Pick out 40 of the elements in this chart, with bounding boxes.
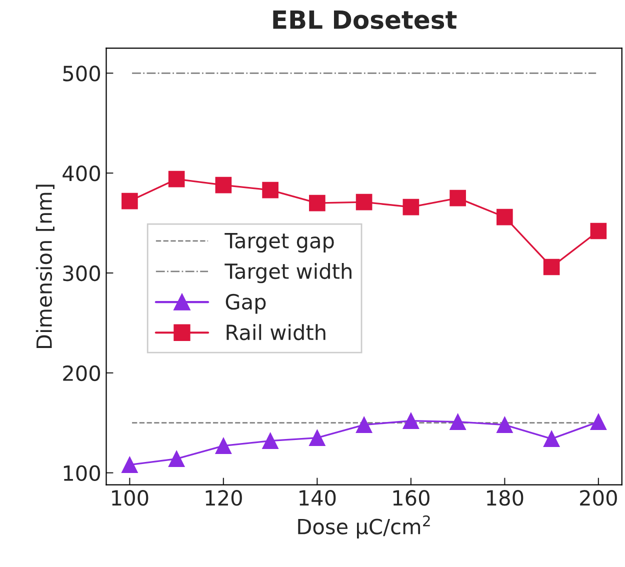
point [215,438,232,454]
point [543,430,560,447]
y-tick-label: 500 [63,66,100,82]
point [402,412,420,430]
point [496,416,513,433]
point [215,176,232,194]
point [309,430,326,446]
chart-title: EBL Dosetest [273,10,457,30]
point [168,170,185,188]
point [262,432,278,449]
x-tick-label: 120 [206,490,242,506]
legend-label: Rail width [226,324,326,340]
point [262,182,278,198]
legend-label: Target gap [224,233,334,253]
point [122,192,138,210]
x-axis-title: Dose μC/cm$^{2}$ [298,515,430,538]
y-tick-label: 100 [64,465,100,482]
point [496,208,513,226]
point [402,198,420,216]
point [168,450,185,467]
x-tick-label: 160 [393,490,430,506]
point [543,258,560,276]
x-tick-label: 180 [487,490,524,506]
x-tick-label: 100 [112,490,148,506]
legend-label: Gap [226,294,266,314]
x-tick-label: 200 [580,490,617,506]
y-tick-label: 200 [63,365,100,382]
point [590,222,607,240]
x-tick-label: 140 [300,490,336,506]
y-tick-label: 300 [63,265,100,282]
point [356,416,372,433]
point [450,190,466,206]
point [309,194,326,212]
legend-label: Target width [224,262,352,284]
point [450,414,466,430]
y-axis-title: Dimension [nm] [36,184,54,348]
point [356,194,372,210]
point [590,414,607,430]
y-tick-label: 400 [62,166,100,182]
point [122,456,138,473]
